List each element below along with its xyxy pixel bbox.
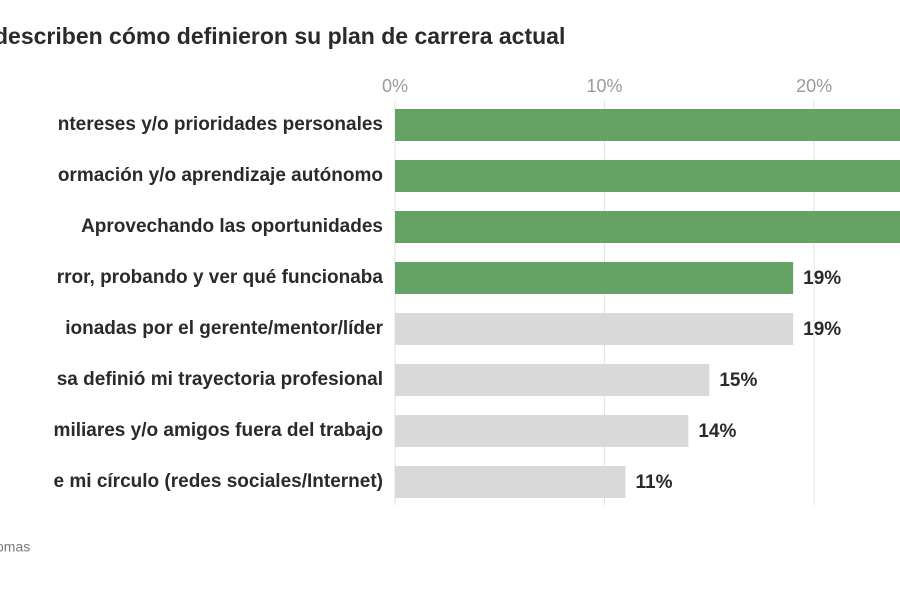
value-label: 19% bbox=[803, 319, 841, 340]
bar bbox=[395, 109, 900, 141]
value-label: 14% bbox=[698, 421, 736, 442]
bar bbox=[395, 313, 794, 345]
category-label: ormación y/o aprendizaje autónomo bbox=[58, 165, 383, 186]
x-tick-label: 0% bbox=[382, 76, 408, 96]
bar bbox=[395, 364, 710, 396]
category-label: e mi círculo (redes sociales/Internet) bbox=[54, 471, 383, 492]
category-label: ionadas por el gerente/mentor/líder bbox=[65, 318, 383, 339]
footnote: omas bbox=[0, 539, 30, 555]
value-label: 19% bbox=[803, 268, 841, 289]
bar bbox=[395, 211, 900, 243]
bar bbox=[395, 262, 794, 294]
category-label: rror, probando y ver qué funcionaba bbox=[57, 267, 384, 288]
bar bbox=[395, 415, 689, 447]
chart-title: describen cómo definieron su plan de car… bbox=[0, 23, 565, 49]
category-label: miliares y/o amigos fuera del trabajo bbox=[54, 420, 383, 441]
x-tick-label: 10% bbox=[587, 76, 623, 96]
value-label: 11% bbox=[635, 472, 672, 493]
category-label: sa definió mi trayectoria profesional bbox=[57, 369, 383, 390]
x-tick-label: 20% bbox=[796, 76, 832, 96]
bar bbox=[395, 466, 626, 498]
bar bbox=[395, 160, 900, 192]
category-label: ntereses y/o prioridades personales bbox=[58, 114, 383, 135]
category-label: Aprovechando las oportunidades bbox=[81, 216, 383, 237]
value-label: 15% bbox=[719, 370, 757, 391]
